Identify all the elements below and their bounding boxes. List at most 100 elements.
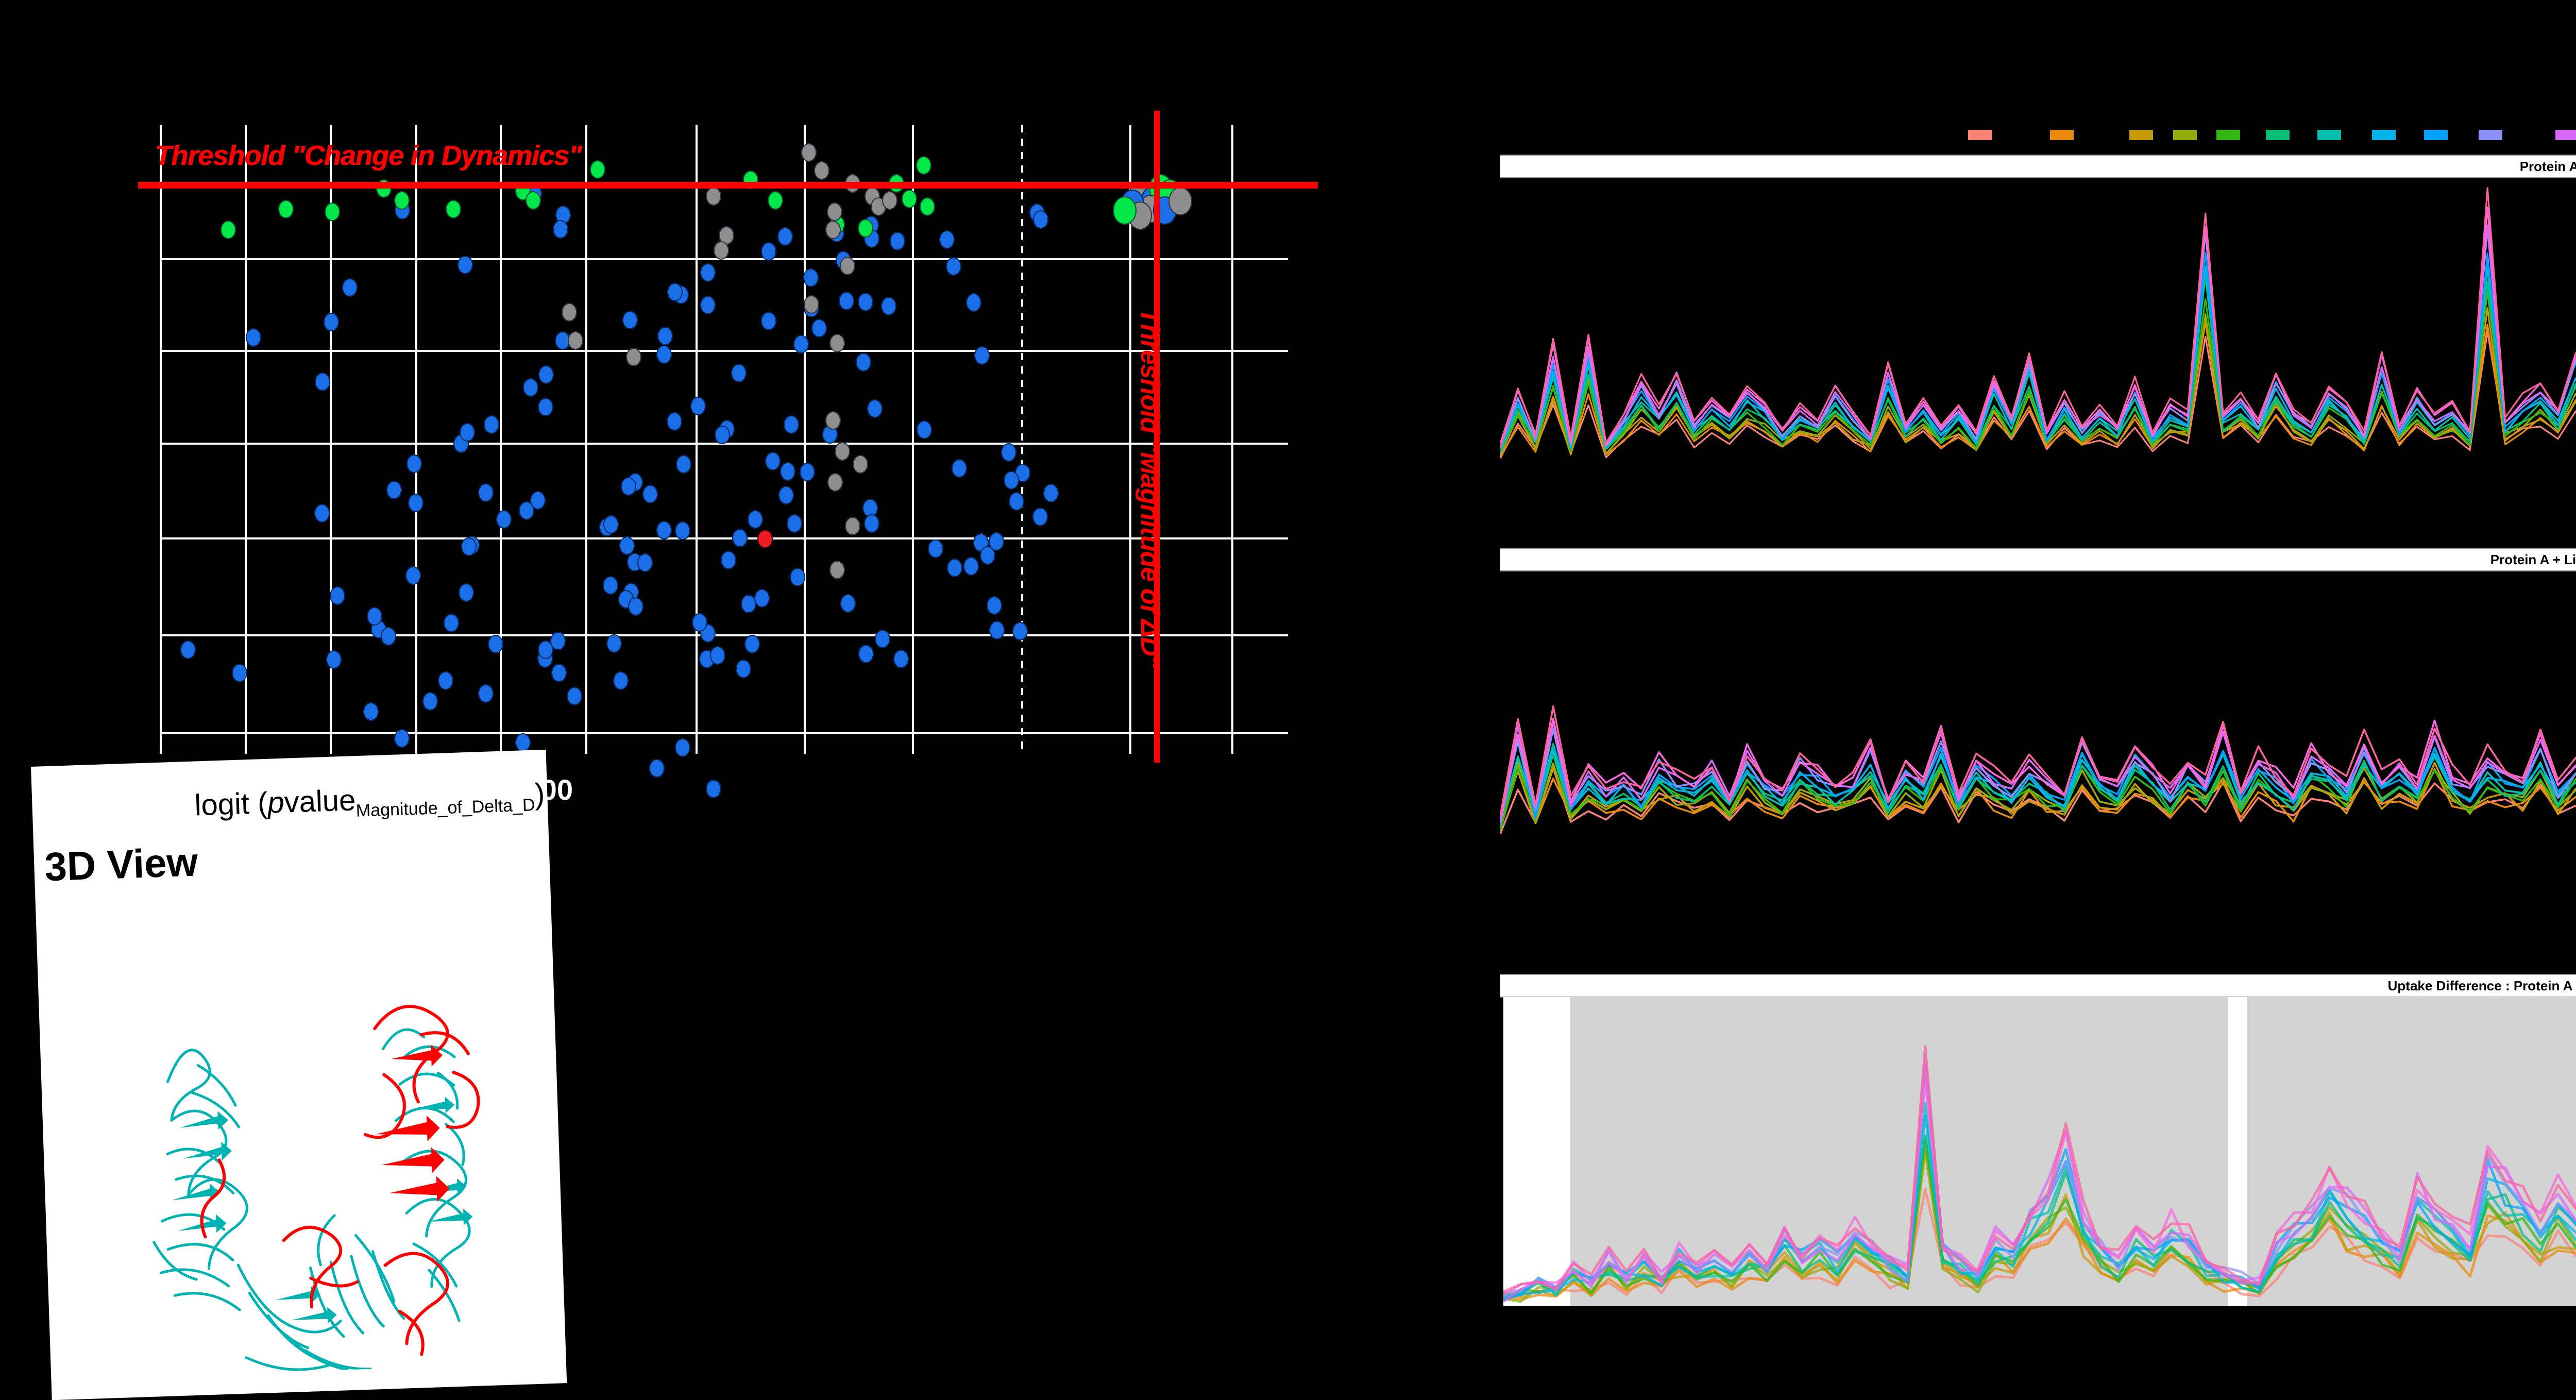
scatter-dot[interactable] (537, 397, 553, 416)
scatter-dot[interactable] (526, 191, 541, 210)
legend-swatch[interactable] (1968, 130, 1992, 140)
scatter-dot[interactable] (324, 312, 340, 331)
scatter-dot[interactable] (405, 566, 421, 585)
scatter-dot[interactable] (945, 257, 961, 276)
scatter-dot[interactable] (827, 473, 843, 492)
scatter-dot[interactable] (783, 415, 799, 434)
uptake-trace-difference[interactable] (1503, 997, 2576, 1306)
scatter-dot[interactable] (811, 318, 827, 338)
scatter-dot[interactable] (1113, 196, 1137, 225)
scatter-dot[interactable] (927, 539, 943, 559)
scatter-dot[interactable] (902, 190, 917, 208)
scatter-dot[interactable] (952, 459, 968, 478)
scatter-dot[interactable] (603, 576, 619, 595)
scatter-dot[interactable] (460, 423, 476, 442)
scatter-dot[interactable] (835, 442, 850, 461)
scatter-dot[interactable] (920, 197, 935, 216)
scatter-dot[interactable] (1168, 187, 1192, 216)
scatter-dot[interactable] (801, 143, 817, 162)
scatter-dot[interactable] (278, 200, 294, 218)
scatter-dot[interactable] (731, 364, 747, 383)
scatter-dot[interactable] (444, 614, 460, 633)
scatter-dot[interactable] (1009, 492, 1025, 511)
scatter-dot[interactable] (438, 671, 453, 690)
scatter-dot[interactable] (840, 594, 856, 613)
legend-swatch[interactable] (2265, 130, 2290, 140)
scatter-dot[interactable] (748, 510, 764, 529)
scatter-dot[interactable] (845, 517, 860, 535)
scatter-dot[interactable] (778, 486, 794, 505)
scatter-dot[interactable] (744, 634, 760, 653)
scatter-dot[interactable] (1012, 622, 1028, 641)
scatter-dot[interactable] (622, 311, 638, 330)
scatter-dot[interactable] (754, 588, 770, 608)
scatter-dot[interactable] (706, 187, 721, 206)
scatter-dot[interactable] (709, 646, 725, 665)
scatter-dot[interactable] (690, 397, 706, 416)
scatter-dot[interactable] (457, 255, 473, 274)
scatter-dot[interactable] (1043, 484, 1059, 502)
legend-swatch[interactable] (2555, 130, 2576, 140)
scatter-dot[interactable] (675, 454, 691, 474)
scatter-dot[interactable] (1001, 443, 1017, 462)
scatter-dot[interactable] (965, 293, 981, 312)
scatter-dot[interactable] (880, 297, 896, 316)
legend-swatch[interactable] (2129, 130, 2153, 140)
scatter-dot[interactable] (554, 331, 570, 350)
scatter-dot[interactable] (342, 278, 358, 297)
scatter-dot[interactable] (613, 671, 629, 690)
scatter-dot[interactable] (838, 292, 854, 311)
scatter-dot[interactable] (825, 411, 841, 430)
scatter-dot[interactable] (1032, 508, 1048, 527)
scatter-dot[interactable] (657, 327, 673, 346)
scatter-dot[interactable] (761, 242, 777, 261)
scatter-dot[interactable] (974, 346, 990, 365)
uptake-trace-protein-a[interactable] (1500, 180, 2576, 469)
scatter-dot[interactable] (478, 483, 494, 502)
scatter-dot[interactable] (768, 191, 783, 210)
scatter-dot[interactable] (735, 659, 751, 678)
scatter-dot[interactable] (461, 537, 477, 556)
scatter-dot[interactable] (232, 664, 247, 682)
legend-swatch[interactable] (2050, 130, 2074, 140)
scatter-dot[interactable] (989, 621, 1005, 640)
scatter-dot[interactable] (458, 583, 474, 602)
scatter-dot[interactable] (853, 455, 868, 474)
scatter-dot[interactable] (765, 452, 781, 471)
scatter-dot[interactable] (706, 780, 721, 798)
legend-swatch[interactable] (2479, 130, 2503, 140)
scatter-dot[interactable] (394, 191, 410, 210)
scatter-dot[interactable] (827, 203, 842, 221)
scatter-dot[interactable] (856, 352, 872, 372)
scatter-dot[interactable] (667, 282, 683, 301)
scatter-dot[interactable] (882, 191, 897, 210)
scatter-dot[interactable] (406, 454, 422, 474)
scatter-dot[interactable] (408, 494, 423, 513)
scatter-dot[interactable] (626, 348, 641, 366)
scatter-dot[interactable] (619, 536, 635, 555)
scatter-dot[interactable] (550, 632, 566, 651)
scatter-dot[interactable] (314, 504, 330, 522)
scatter-dot[interactable] (621, 477, 637, 496)
scatter-dot[interactable] (963, 556, 979, 576)
scatter-dot[interactable] (760, 311, 776, 330)
scatter-dot[interactable] (523, 378, 539, 397)
scatter-dot[interactable] (221, 221, 236, 239)
scatter-dot[interactable] (1003, 470, 1019, 490)
scatter-dot[interactable] (649, 759, 665, 778)
uptake-trace-protein-a-ligand[interactable] (1500, 572, 2576, 845)
scatter-dot[interactable] (787, 514, 803, 533)
scatter-dot[interactable] (530, 491, 546, 510)
scatter-dot[interactable] (483, 415, 499, 434)
view3d-card[interactable]: logit (pvalueMagnitude_of_Delta_D) 3D Vi… (31, 749, 567, 1400)
scatter-dot[interactable] (606, 634, 622, 653)
legend-swatch[interactable] (2424, 130, 2448, 140)
scatter-dot[interactable] (551, 664, 567, 682)
scatter-dot[interactable] (656, 345, 672, 364)
scatter-dot[interactable] (366, 606, 382, 626)
scatter-dot[interactable] (980, 546, 996, 565)
scatter-dot[interactable] (789, 567, 805, 586)
scatter-dot[interactable] (858, 293, 874, 312)
scatter-dot[interactable] (814, 161, 829, 180)
scatter-dot[interactable] (874, 630, 890, 649)
